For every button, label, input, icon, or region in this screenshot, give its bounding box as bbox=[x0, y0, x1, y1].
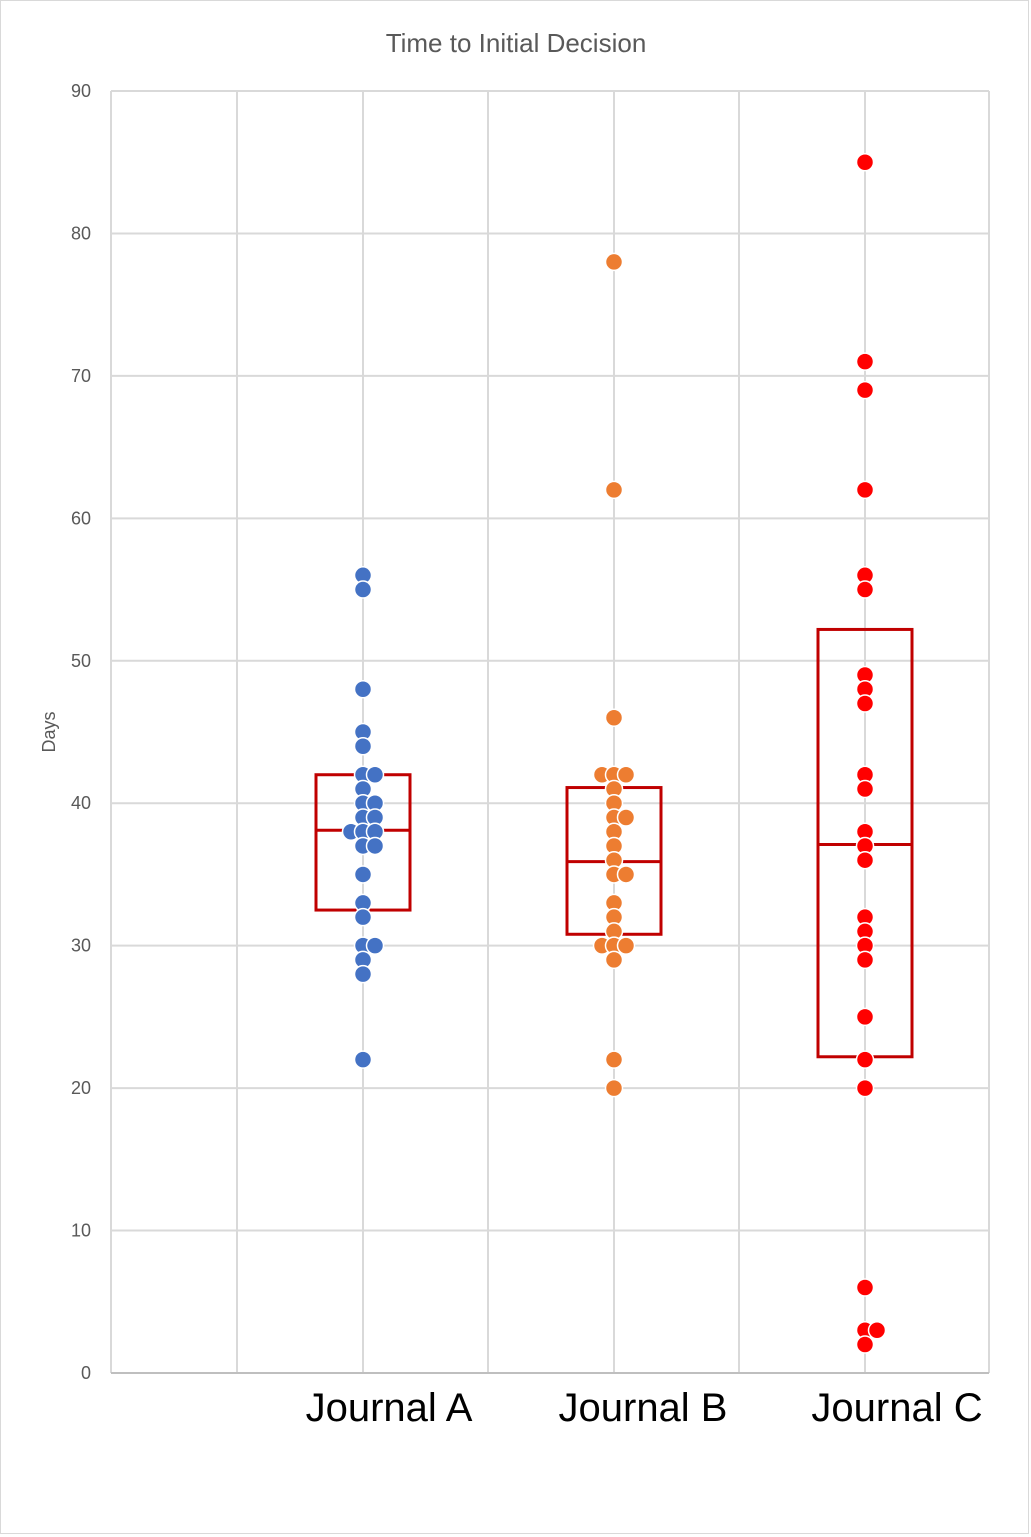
data-point bbox=[867, 1321, 887, 1340]
data-point bbox=[353, 580, 373, 599]
category-label: Journal C bbox=[811, 1386, 982, 1430]
y-tick-labels: 0 10 20 30 40 50 60 70 80 90 bbox=[71, 81, 91, 1383]
data-point bbox=[353, 680, 373, 699]
data-point bbox=[353, 736, 373, 756]
y-tick-label: 40 bbox=[71, 793, 91, 813]
data-point bbox=[353, 964, 373, 984]
data-point bbox=[604, 708, 624, 728]
data-point bbox=[353, 1050, 373, 1069]
data-point bbox=[604, 950, 624, 970]
y-tick-label: 80 bbox=[71, 223, 91, 243]
data-point bbox=[855, 694, 875, 713]
category-label: Journal A bbox=[306, 1386, 473, 1430]
y-tick-label: 60 bbox=[71, 508, 91, 528]
data-point bbox=[855, 352, 875, 371]
y-tick-label: 10 bbox=[71, 1221, 91, 1241]
y-tick-label: 30 bbox=[71, 936, 91, 956]
data-points bbox=[341, 152, 887, 1354]
y-axis-label: Days bbox=[39, 711, 59, 752]
data-point bbox=[855, 1278, 875, 1297]
data-point bbox=[365, 836, 385, 856]
data-point bbox=[604, 252, 624, 272]
data-point bbox=[855, 950, 875, 970]
y-tick-label: 90 bbox=[71, 81, 91, 101]
y-tick-label: 70 bbox=[71, 366, 91, 386]
data-point bbox=[616, 808, 636, 827]
data-point bbox=[604, 1078, 624, 1098]
data-point bbox=[604, 1050, 624, 1069]
data-point bbox=[855, 152, 875, 172]
data-point bbox=[365, 765, 385, 784]
data-point bbox=[616, 936, 636, 955]
category-labels: Journal A Journal B Journal C bbox=[306, 1386, 983, 1430]
y-tick-label: 0 bbox=[81, 1363, 91, 1383]
data-point bbox=[855, 1078, 875, 1098]
data-point bbox=[855, 1335, 875, 1354]
data-point bbox=[855, 480, 875, 500]
data-point bbox=[855, 580, 875, 599]
data-point bbox=[604, 480, 624, 500]
data-point bbox=[616, 865, 636, 884]
y-tick-label: 20 bbox=[71, 1078, 91, 1098]
data-point bbox=[353, 907, 373, 927]
data-point bbox=[855, 1050, 875, 1069]
data-point bbox=[855, 380, 875, 400]
y-tick-label: 50 bbox=[71, 651, 91, 671]
chart-title: Time to Initial Decision bbox=[386, 28, 647, 58]
data-point bbox=[616, 765, 636, 784]
gridlines bbox=[110, 90, 990, 1374]
data-point bbox=[855, 850, 875, 870]
data-point bbox=[353, 865, 373, 884]
category-label: Journal B bbox=[559, 1386, 728, 1430]
data-point bbox=[855, 1007, 875, 1027]
data-point bbox=[365, 936, 385, 955]
data-point bbox=[855, 779, 875, 799]
